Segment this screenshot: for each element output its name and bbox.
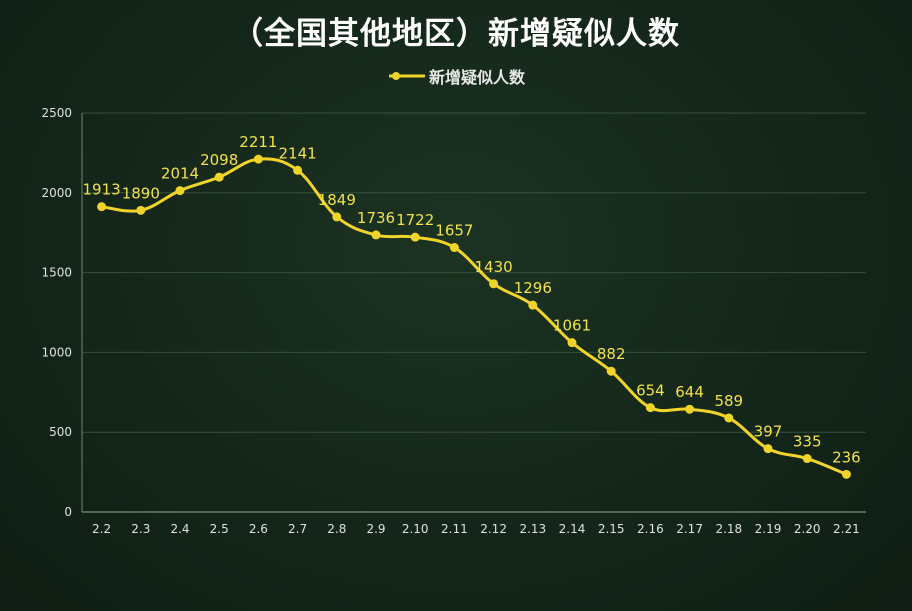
y-tick-label: 1000: [41, 345, 72, 359]
data-point: [645, 403, 655, 413]
data-point: [685, 404, 695, 414]
data-label: 1061: [553, 317, 591, 335]
y-tick-label: 1500: [41, 266, 72, 280]
data-point: [371, 230, 381, 240]
data-point: [841, 469, 851, 479]
y-tick-label: 0: [64, 505, 72, 519]
data-label: 589: [714, 392, 743, 410]
data-point: [332, 212, 342, 222]
data-point: [293, 165, 303, 175]
data-label: 2211: [239, 133, 277, 151]
data-label: 1736: [357, 209, 395, 227]
data-point: [175, 186, 185, 196]
data-point: [97, 202, 107, 212]
data-label: 1296: [514, 279, 552, 297]
x-tick-label: 2.4: [170, 522, 189, 536]
x-tick-label: 2.18: [715, 522, 742, 536]
data-point: [136, 205, 146, 215]
data-point: [410, 232, 420, 242]
data-label: 1849: [318, 191, 356, 209]
data-label: 397: [754, 423, 783, 441]
x-tick-label: 2.13: [519, 522, 546, 536]
data-label: 1913: [83, 181, 121, 199]
data-label: 2014: [161, 165, 199, 183]
data-label: 1430: [475, 258, 513, 276]
x-tick-label: 2.20: [794, 522, 821, 536]
data-label: 2098: [200, 151, 238, 169]
y-tick-label: 2500: [41, 106, 72, 120]
x-tick-label: 2.10: [402, 522, 429, 536]
data-label: 236: [832, 448, 861, 466]
x-tick-label: 2.2: [92, 522, 111, 536]
data-point: [763, 444, 773, 454]
data-point: [802, 454, 812, 464]
data-label: 882: [597, 345, 626, 363]
data-point: [449, 243, 459, 253]
series-line: [101, 157, 847, 476]
legend: 新增疑似人数: [0, 64, 912, 88]
x-tick-label: 2.11: [441, 522, 468, 536]
data-label: 1722: [396, 211, 434, 229]
data-label: 1657: [435, 222, 473, 240]
data-point: [214, 172, 224, 182]
data-label: 2141: [279, 144, 317, 162]
data-point: [567, 338, 577, 348]
x-tick-label: 2.14: [559, 522, 586, 536]
data-label: 644: [675, 383, 704, 401]
x-tick-label: 2.19: [755, 522, 782, 536]
x-tick-label: 2.8: [327, 522, 346, 536]
x-tick-label: 2.3: [131, 522, 150, 536]
x-tick-label: 2.9: [366, 522, 385, 536]
data-point: [253, 154, 263, 164]
data-point: [528, 300, 538, 310]
legend-label: 新增疑似人数: [428, 68, 525, 87]
x-tick-label: 2.12: [480, 522, 507, 536]
x-tick-label: 2.6: [249, 522, 268, 536]
data-point: [489, 279, 499, 289]
x-tick-label: 2.21: [833, 522, 860, 536]
data-label: 1890: [122, 184, 160, 202]
x-tick-label: 2.17: [676, 522, 703, 536]
x-tick-label: 2.15: [598, 522, 625, 536]
x-tick-label: 2.7: [288, 522, 307, 536]
data-point: [724, 413, 734, 423]
x-tick-label: 2.16: [637, 522, 664, 536]
legend-swatch-icon: [388, 72, 425, 80]
data-label: 654: [636, 382, 665, 400]
chart-title: （全国其他地区）新增疑似人数: [232, 16, 680, 52]
x-tick-label: 2.5: [210, 522, 229, 536]
y-tick-label: 500: [49, 425, 72, 439]
y-tick-label: 2000: [41, 186, 72, 200]
data-label: 335: [793, 433, 822, 451]
data-point: [606, 366, 616, 376]
